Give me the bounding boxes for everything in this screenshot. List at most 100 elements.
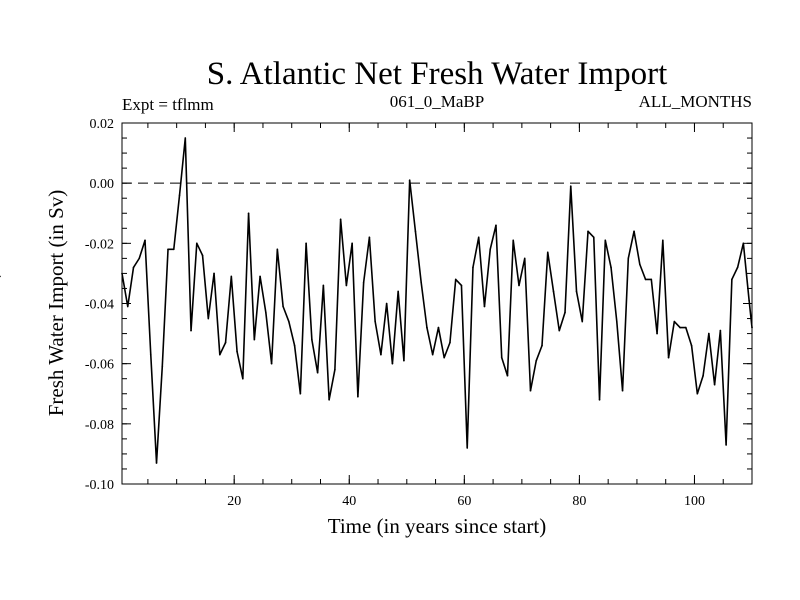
data-point [138,257,141,260]
data-point [529,389,532,392]
data-point [535,359,538,362]
data-point [345,284,348,287]
data-point [334,368,336,371]
y-tick-label: -0.04 [85,298,114,313]
data-point [316,371,319,374]
data-point [523,257,526,260]
data-point [420,281,422,284]
data-point [357,395,359,398]
data-point [443,356,445,359]
data-point [731,278,733,281]
data-point [259,275,261,278]
y-tick-label: -0.02 [85,237,114,252]
x-tick-label: 60 [457,494,471,509]
data-point [679,326,681,329]
data-point [489,248,492,251]
data-point [224,341,227,344]
data-point [282,305,284,308]
data-point [569,185,572,187]
data-point [403,359,405,362]
data-point [219,353,221,356]
data-point [598,398,601,401]
data-point [477,236,480,239]
data-point [311,338,313,341]
data-point [725,444,727,446]
data-point [575,290,578,293]
x-tick-label: 80 [572,494,586,509]
subtitle-experiment: Expt = tflmm [122,95,214,114]
data-point [149,353,152,356]
data-point [500,356,503,359]
data-point [155,462,158,464]
data-point [288,320,290,323]
data-point [391,362,394,365]
data-point [592,236,595,239]
data-point [167,248,169,251]
data-point [610,266,612,269]
data-point [184,137,187,139]
data-point [190,329,192,332]
data-point [713,383,716,386]
data-point [236,350,238,353]
data-point [656,332,658,335]
data-point [385,302,388,305]
data-point [685,326,687,329]
data-point [483,305,486,308]
x-tick-label: 20 [227,494,241,509]
data-point [696,392,699,395]
data-point [414,230,417,233]
data-point [132,266,135,269]
data-point [454,278,457,281]
y-tick-label: -0.10 [85,478,114,493]
data-point [126,305,129,308]
data-point [667,356,670,359]
data-point [276,248,279,251]
data-point [362,281,365,284]
data-point [213,272,215,275]
data-point [650,278,653,281]
data-point [558,329,561,332]
data-point [736,266,739,269]
data-point [742,242,745,245]
data-point [265,311,267,314]
y-tick-label: -0.08 [85,418,114,433]
data-point [339,218,342,221]
data-point [627,257,630,260]
data-point [397,290,399,293]
data-point [178,194,181,196]
subtitle-run: 061_0_MaBP [390,92,484,111]
plot-frame [121,122,753,485]
y-axis-label: Fresh Water Import (in Sv) [44,190,68,417]
x-axis-label: Time (in years since start) [328,514,547,538]
data-point [604,239,607,242]
data-point [426,326,428,329]
data-point [374,320,376,323]
data-point [639,263,641,266]
y-tick-label: -0.06 [85,358,114,373]
data-point [506,374,509,377]
data-point [466,447,469,449]
data-point [564,311,566,314]
data-point [195,242,198,245]
data-point [380,353,382,356]
subtitle-months: ALL_MONTHS [639,92,752,111]
data-point [644,278,647,281]
y-tick-label: 0.02 [90,117,115,132]
data-point [512,239,515,242]
data-point [518,284,520,287]
data-point [621,389,624,392]
data-point [662,239,664,242]
data-point [270,362,273,365]
y-tick-label: 0.00 [90,177,115,192]
data-point [201,254,204,257]
data-point [299,392,302,395]
data-point [305,242,307,245]
data-point [633,230,635,233]
data-point [460,284,463,287]
x-tick-label: 40 [342,494,356,509]
data-point [581,320,584,323]
data-point [719,329,722,332]
x-tick-label: 100 [684,494,705,509]
data-point [615,320,618,323]
data-point [172,248,175,251]
